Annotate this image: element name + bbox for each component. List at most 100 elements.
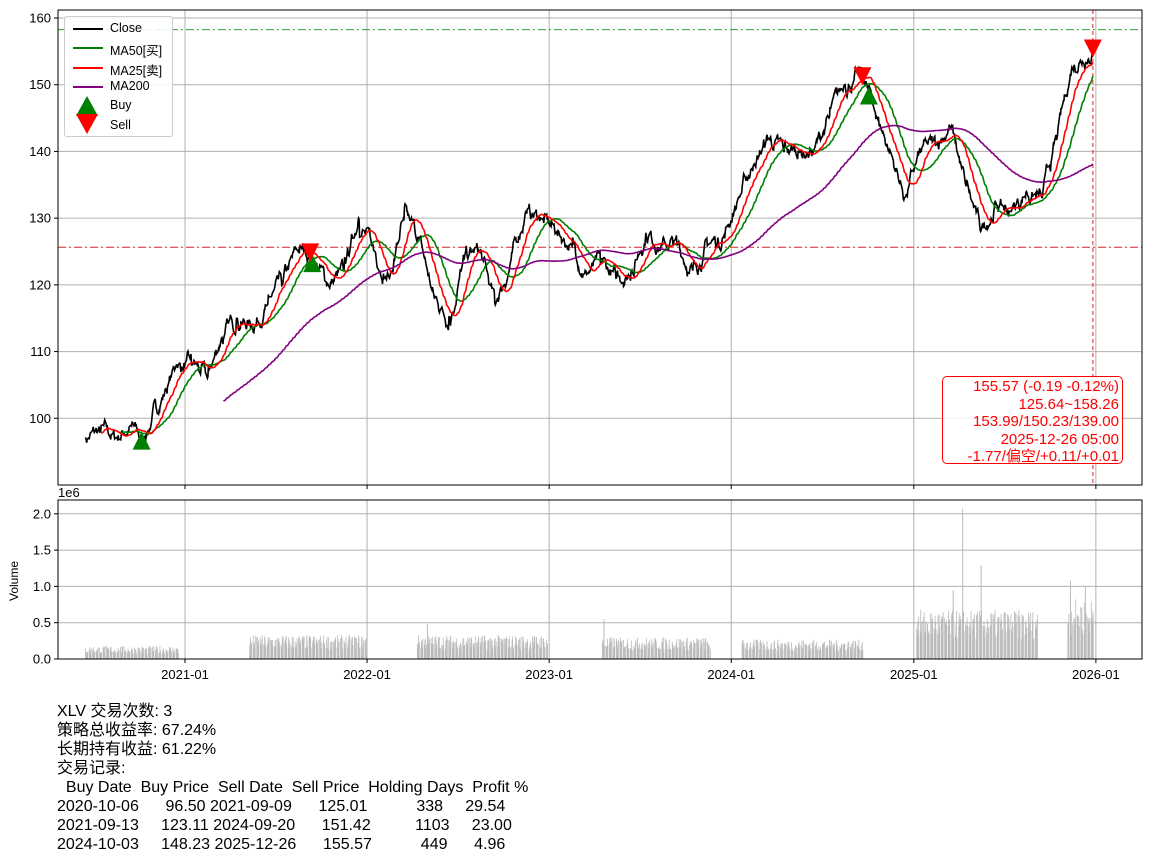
legend-item: MA25[卖] (65, 58, 172, 78)
legend-item: Buy (65, 96, 172, 117)
volume-bar (774, 640, 775, 659)
x-tick-label: 2024-01 (707, 667, 755, 682)
volume-bar (954, 624, 956, 659)
volume-bar (463, 645, 465, 659)
volume-bar (780, 647, 781, 659)
volume-bar (330, 642, 332, 659)
volume-bar (670, 649, 672, 659)
volume-bar (129, 651, 130, 659)
volume-bar (436, 644, 438, 659)
volume-bar (860, 645, 862, 659)
volume-bar (104, 646, 105, 659)
volume-bar (418, 641, 420, 659)
volume-bar (1028, 613, 1029, 659)
volume-bar (649, 640, 651, 659)
volume-bar (326, 640, 327, 659)
volume-bar (497, 645, 499, 659)
x-tick-label: 2022-01 (343, 667, 391, 682)
volume-bar (319, 639, 320, 659)
volume-bar (791, 647, 793, 659)
volume-bar (774, 647, 776, 659)
volume-bar (787, 645, 788, 659)
volume-bar (127, 648, 129, 659)
volume-bar (282, 636, 284, 659)
volume-bar (327, 648, 329, 659)
volume-bar (530, 647, 532, 659)
volume-bar (634, 642, 636, 659)
volume-bar (773, 649, 774, 659)
volume-bar (951, 612, 953, 659)
volume-bar (698, 640, 700, 659)
volume-bar (963, 630, 965, 659)
volume-bar (847, 642, 849, 659)
volume-bar (1003, 613, 1005, 659)
volume-bar (350, 637, 352, 659)
volume-bar (506, 636, 508, 659)
volume-bar (310, 647, 312, 659)
volume-bar (616, 644, 618, 659)
volume-bar (1017, 614, 1019, 659)
volume-bar (420, 647, 422, 659)
volume-bar (352, 645, 354, 659)
volume-bar (178, 652, 179, 659)
legend-swatch (73, 47, 103, 50)
volume-bar (103, 652, 105, 659)
volume-bar (449, 636, 451, 659)
volume-bar (958, 612, 960, 659)
volume-bar (334, 640, 336, 659)
volume-bar (927, 630, 929, 659)
volume-bar (266, 644, 268, 659)
volume-bar (1012, 627, 1014, 659)
volume-bar (778, 645, 780, 659)
volume-bar (138, 651, 140, 659)
volume-bar (938, 614, 940, 659)
volume-bar (742, 640, 744, 659)
volume-bar (438, 639, 440, 659)
volume-bar (972, 628, 973, 659)
volume-bar (284, 640, 286, 659)
volume-bar (525, 641, 527, 659)
volume-bar (956, 610, 958, 659)
volume-bar (170, 650, 172, 659)
volume-bar (1092, 610, 1094, 659)
volume-bar (1077, 615, 1079, 659)
volume-bar (432, 643, 434, 659)
volume-bar (456, 649, 458, 659)
volume-bar (526, 647, 528, 659)
volume-bar (955, 635, 957, 659)
volume-bar (479, 642, 481, 659)
volume-bar (756, 645, 758, 659)
volume-bar (642, 642, 644, 659)
volume-bar (505, 639, 507, 659)
volume-bar (829, 645, 831, 659)
volume-bar (495, 641, 497, 659)
volume-bar (788, 649, 789, 659)
legend-label: Buy (110, 98, 132, 113)
volume-bar (658, 646, 660, 659)
volume-bar (854, 640, 856, 659)
volume-bar (820, 648, 822, 659)
volume-bar (521, 636, 523, 659)
volume-bar (930, 614, 932, 659)
volume-bar (691, 644, 693, 659)
volume-bar (323, 635, 324, 659)
volume-bar (334, 639, 335, 659)
volume-bar (330, 641, 331, 659)
volume-bar (277, 638, 279, 659)
volume-bar (431, 637, 433, 659)
volume-bar (544, 646, 546, 659)
volume-bar (806, 645, 807, 659)
volume-bar (329, 649, 331, 659)
volume-bar (135, 648, 136, 659)
ma200-line (223, 124, 1094, 402)
volume-bar (918, 616, 920, 659)
volume-bar (610, 637, 612, 659)
volume-bar (466, 641, 468, 659)
volume-bar (460, 642, 462, 659)
volume-bar (836, 645, 838, 659)
volume-bar (171, 651, 172, 659)
volume-bar (354, 637, 355, 659)
legend-label: Sell (110, 117, 131, 132)
volume-bar (298, 637, 300, 659)
volume-bar (830, 641, 832, 659)
